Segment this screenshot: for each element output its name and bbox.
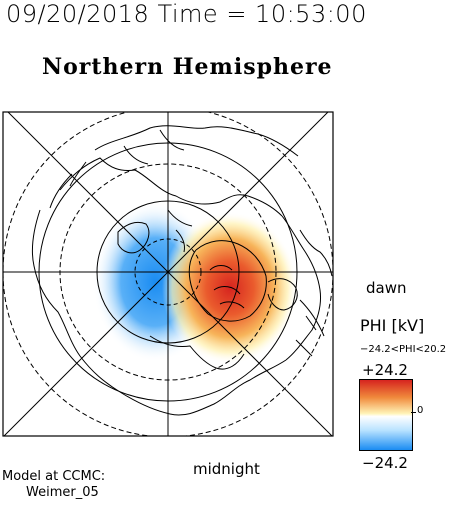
colorbar-range-text: −24.2<PHI<20.2: [360, 344, 447, 355]
map-title: Northern Hemisphere: [42, 54, 333, 80]
colorbar-min-label: −24.2: [362, 454, 408, 472]
colorbar: [359, 379, 413, 451]
colorbar-max-label: +24.2: [362, 361, 408, 379]
midnight-label: midnight: [193, 460, 260, 478]
credit-line-2: Weimer_05: [26, 485, 99, 500]
colorbar-title: PHI [kV]: [360, 316, 425, 335]
map-frame: [2, 111, 334, 437]
colorbar-zero-tick: [411, 412, 416, 413]
dawn-label: dawn: [366, 279, 407, 297]
timestamp-header: 09/20/2018 Time = 10:53:00: [6, 0, 367, 28]
colorbar-zero-label: 0: [417, 405, 424, 416]
credit-line-1: Model at CCMC:: [2, 469, 106, 484]
